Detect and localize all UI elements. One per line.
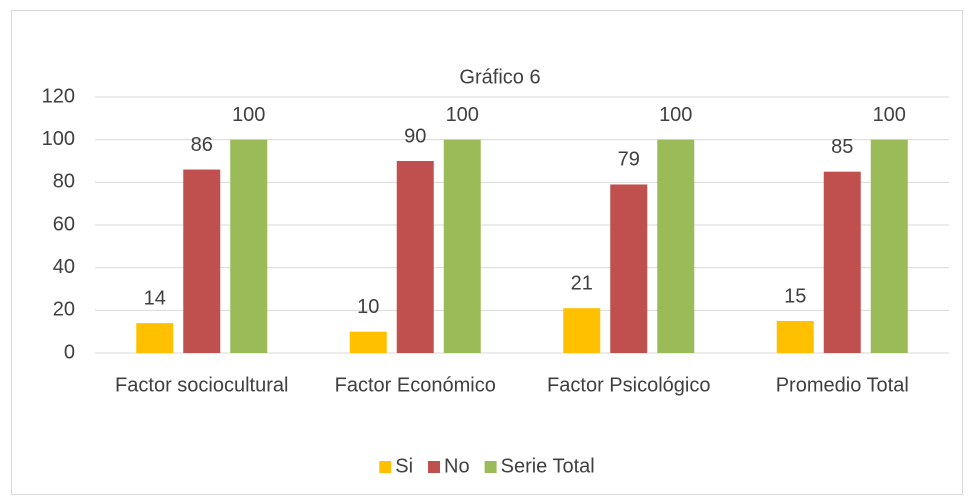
data-label: 15 bbox=[784, 285, 806, 307]
bar bbox=[396, 161, 434, 353]
y-tick-label: 60 bbox=[53, 213, 75, 235]
bar bbox=[230, 139, 268, 353]
y-tick-label: 0 bbox=[64, 341, 75, 363]
legend-swatch bbox=[428, 461, 441, 473]
x-tick-label: Factor Psicológico bbox=[547, 374, 710, 396]
bar bbox=[443, 139, 481, 353]
x-tick-label: Promedio Total bbox=[776, 374, 909, 396]
y-tick-label: 120 bbox=[42, 85, 75, 107]
x-tick-label: Factor sociocultural bbox=[115, 374, 288, 396]
bar bbox=[776, 321, 814, 353]
bar bbox=[870, 139, 908, 353]
data-label: 21 bbox=[571, 272, 593, 294]
legend-label: Si bbox=[395, 455, 413, 477]
data-label: 100 bbox=[446, 104, 479, 126]
bar bbox=[136, 323, 174, 353]
data-label: 10 bbox=[357, 296, 379, 318]
data-label: 90 bbox=[404, 125, 426, 147]
data-label: 86 bbox=[191, 134, 213, 156]
bar bbox=[563, 308, 601, 353]
bar bbox=[657, 139, 695, 353]
legend-label: No bbox=[444, 455, 470, 477]
legend-label: Serie Total bbox=[501, 455, 595, 477]
y-tick-label: 40 bbox=[53, 256, 75, 278]
data-label: 100 bbox=[232, 104, 265, 126]
y-tick-label: 20 bbox=[53, 299, 75, 321]
bar bbox=[349, 331, 387, 353]
bar bbox=[610, 184, 648, 353]
y-tick-label: 100 bbox=[42, 128, 75, 150]
legend-swatch bbox=[379, 461, 392, 473]
legend-swatch bbox=[484, 461, 497, 473]
data-label: 14 bbox=[144, 287, 166, 309]
data-label: 85 bbox=[831, 136, 853, 158]
data-label: 100 bbox=[873, 104, 906, 126]
data-label: 79 bbox=[618, 149, 640, 171]
bar bbox=[823, 171, 861, 353]
data-label: 100 bbox=[659, 104, 692, 126]
y-tick-label: 80 bbox=[53, 171, 75, 193]
bar bbox=[183, 169, 221, 353]
x-tick-label: Factor Económico bbox=[335, 374, 496, 396]
chart-border bbox=[11, 10, 963, 495]
chart-title: Gráfico 6 bbox=[459, 66, 540, 88]
